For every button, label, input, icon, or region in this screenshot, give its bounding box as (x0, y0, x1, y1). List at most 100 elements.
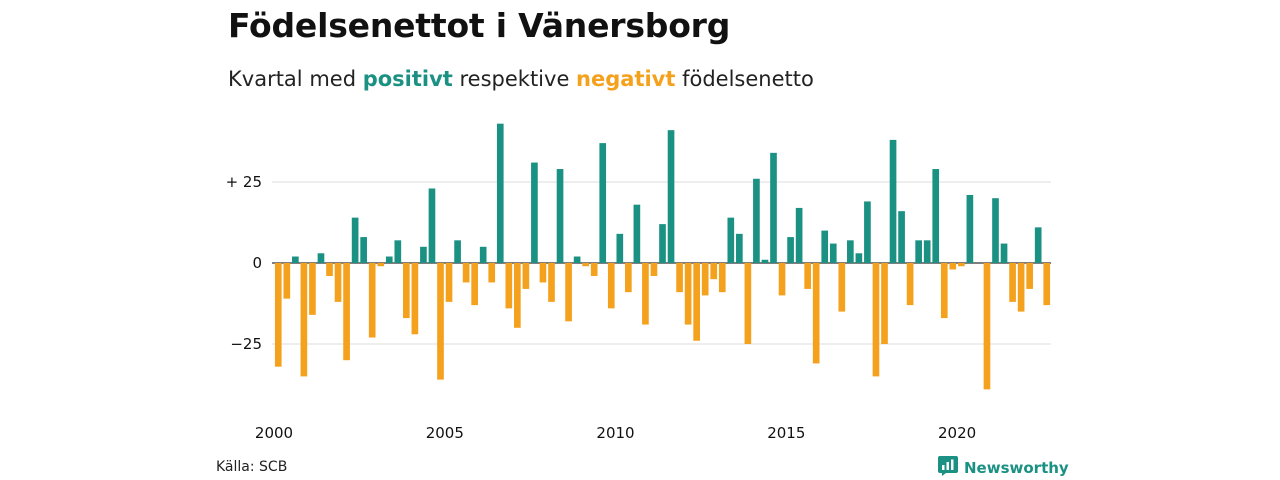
chart-title: Födelsenettot i Vänersborg (228, 6, 731, 45)
bar (650, 263, 658, 276)
y-tick-label: + 25 (226, 173, 262, 191)
bar (471, 263, 478, 306)
bar (906, 263, 914, 306)
bar (736, 233, 743, 263)
bar (343, 263, 350, 361)
bar (625, 263, 632, 293)
bar (642, 263, 649, 325)
bar (693, 263, 700, 341)
x-tick-label: 2000 (255, 424, 293, 442)
bar (565, 263, 572, 322)
bar (795, 207, 803, 263)
bar (505, 263, 513, 309)
y-tick-label: 0 (252, 254, 262, 272)
x-tick-label: 2020 (938, 424, 976, 442)
bar (855, 253, 863, 263)
bar (1000, 243, 1008, 263)
bar (334, 263, 342, 302)
bar (590, 263, 598, 276)
bar (360, 237, 367, 263)
bar (428, 188, 436, 263)
bar (326, 263, 333, 276)
bar (804, 263, 811, 289)
bar (531, 162, 538, 263)
bar (992, 198, 999, 263)
bar (1043, 263, 1051, 306)
bar (889, 139, 897, 263)
bar (582, 263, 589, 267)
bar (548, 263, 555, 302)
bar (718, 263, 726, 293)
x-tick-label: 2005 (426, 424, 464, 442)
bar (420, 246, 427, 263)
bar (309, 263, 316, 315)
bar (539, 263, 547, 283)
bar (462, 263, 470, 283)
bar (454, 240, 461, 263)
bar (744, 263, 752, 344)
bar (940, 263, 948, 319)
bar (292, 256, 299, 263)
bar (838, 263, 846, 312)
bar (411, 263, 419, 335)
subtitle-prefix: Kvartal med (228, 67, 363, 91)
bar (445, 263, 453, 302)
bar (351, 217, 359, 263)
subtitle-negative-label: negativt (576, 67, 676, 91)
bar (479, 246, 487, 263)
bar (872, 263, 880, 377)
bar (1009, 263, 1016, 302)
bar (274, 263, 282, 367)
bar (949, 263, 957, 270)
bar (377, 263, 385, 267)
bar (317, 253, 325, 263)
subtitle-positive-label: positivt (362, 67, 453, 91)
bar (898, 211, 905, 263)
bar (958, 263, 965, 267)
bar (770, 152, 777, 263)
bar (488, 263, 496, 283)
bar (710, 263, 718, 280)
bar (514, 263, 521, 328)
bar (787, 237, 794, 263)
bar (633, 204, 641, 263)
bar (821, 230, 829, 263)
bar (915, 240, 922, 263)
subtitle-suffix: födelsenetto (675, 67, 814, 91)
bar (368, 263, 376, 338)
bar (616, 233, 624, 263)
bar (599, 143, 607, 263)
bar (573, 256, 581, 263)
chart-subtitle: Kvartal med positivt respektive negativt… (228, 67, 814, 91)
bar (437, 263, 444, 380)
bar (659, 224, 666, 263)
bar (385, 256, 393, 263)
bar (283, 263, 291, 299)
bar (607, 263, 615, 309)
brand-name: Newsworthy (964, 459, 1069, 477)
bar (300, 263, 308, 377)
x-tick-label: 2015 (767, 424, 805, 442)
bar (932, 169, 940, 263)
bar (864, 201, 871, 263)
subtitle-middle: respektive (452, 67, 577, 91)
bar (881, 263, 888, 344)
bar (522, 263, 530, 289)
bar (753, 178, 760, 263)
brand-logo[interactable]: Newsworthy (938, 456, 1069, 480)
bar (812, 263, 820, 364)
bar (1026, 263, 1033, 289)
bar (1034, 227, 1042, 263)
bar (676, 263, 683, 293)
x-tick-label: 2010 (596, 424, 634, 442)
bar (966, 194, 974, 263)
bar (394, 240, 402, 263)
bar (684, 263, 692, 325)
bar (923, 240, 931, 263)
bar (778, 263, 786, 296)
bar (847, 240, 854, 263)
bar (667, 130, 675, 263)
bar (761, 259, 769, 263)
bar (983, 263, 991, 390)
